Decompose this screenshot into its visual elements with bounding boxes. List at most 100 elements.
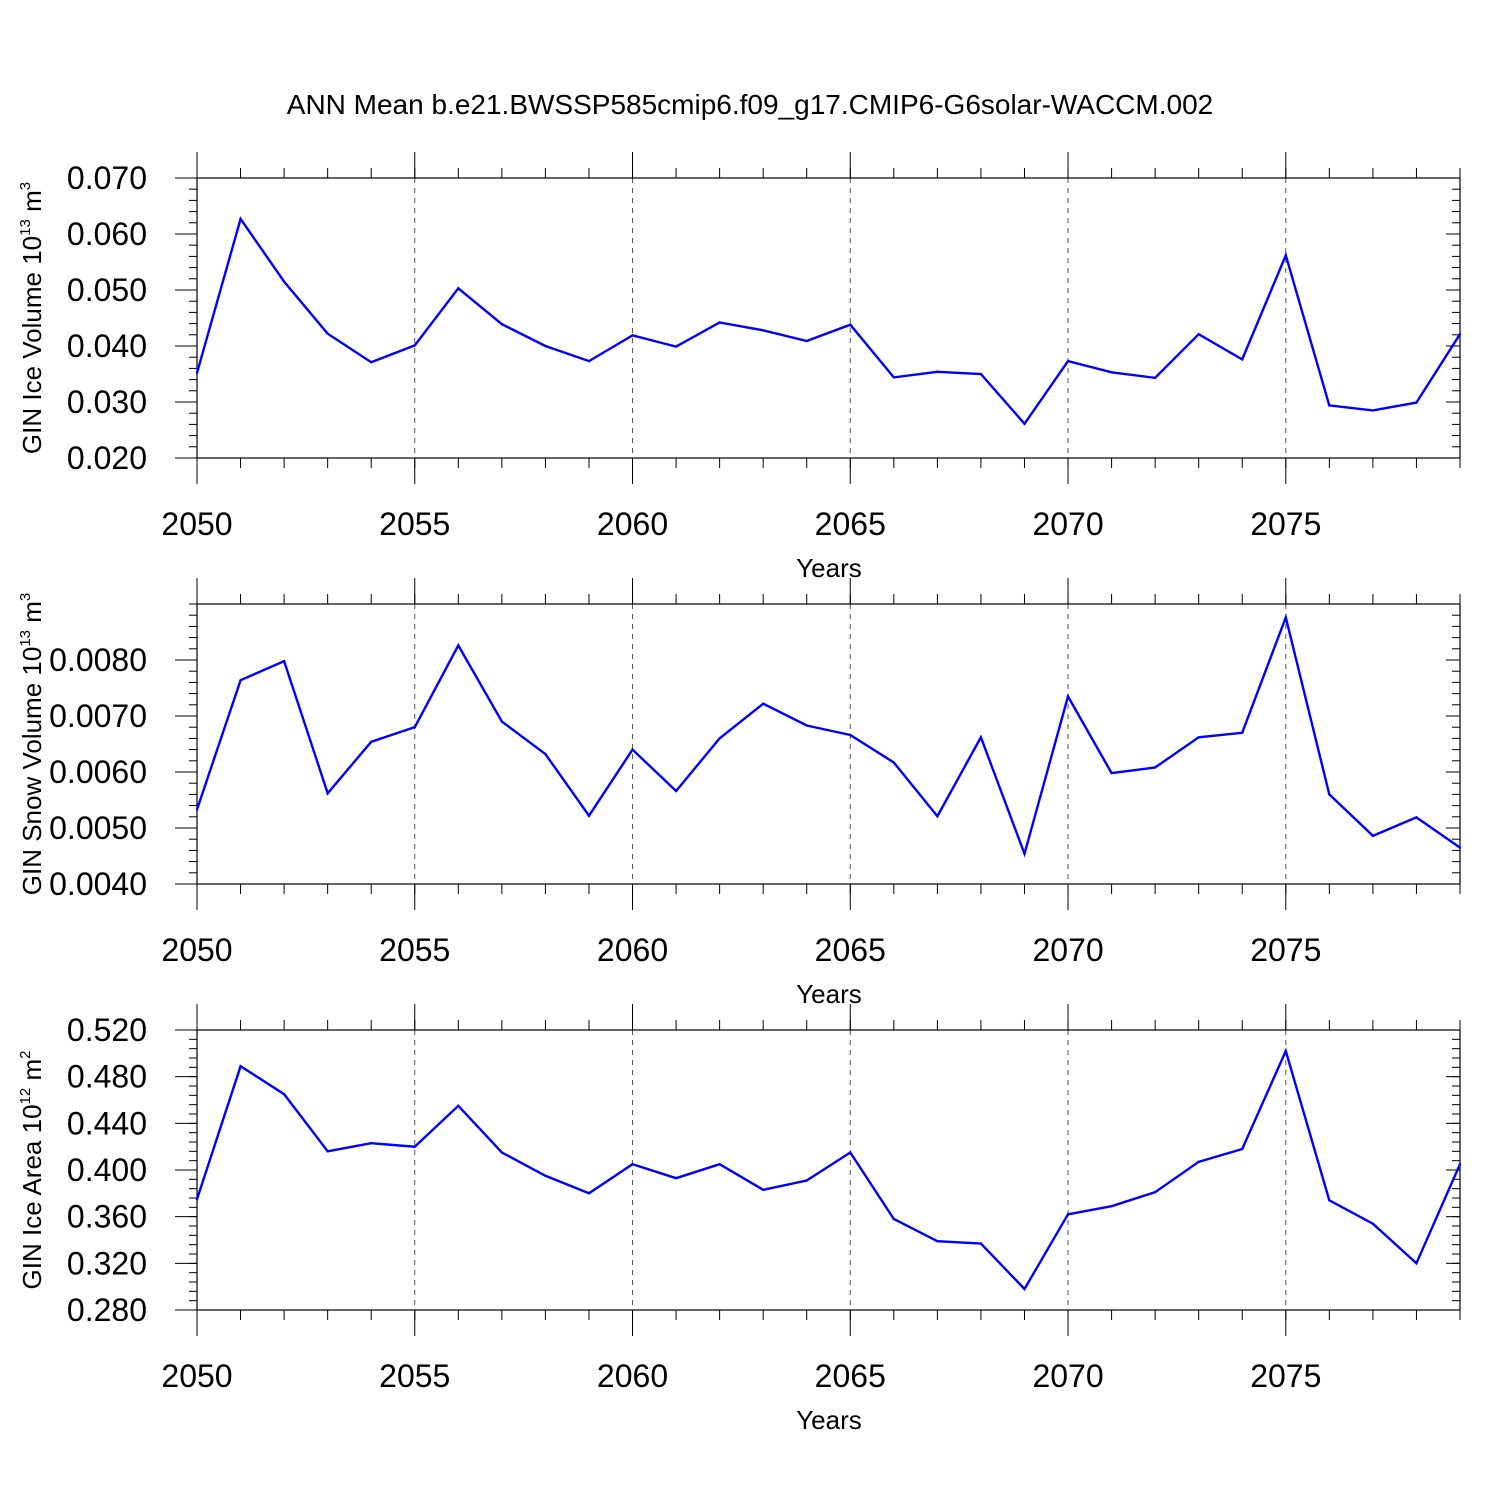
data-point (936, 1239, 939, 1243)
y-axis-label-part: GIN Ice Area 10 (17, 1104, 47, 1289)
data-point (979, 736, 983, 739)
plot-frame (196, 1029, 1461, 1311)
data-point (1197, 333, 1200, 336)
data-point (457, 1104, 460, 1108)
y-axis-label-part: m (17, 1059, 47, 1088)
x-axis-label: Years (796, 1405, 862, 1435)
data-point (326, 332, 329, 335)
data-point (1328, 404, 1331, 407)
chart-title: ANN Mean b.e21.BWSSP585cmip6.f09_g17.CMI… (287, 89, 1213, 120)
data-point (587, 814, 591, 817)
data-point (674, 789, 678, 793)
y-axis-label-superscript: 13 (17, 219, 34, 236)
data-point (1023, 422, 1026, 426)
data-point (1241, 1147, 1244, 1151)
x-axis-label: Years (796, 979, 862, 1009)
x-tick-label: 2050 (161, 506, 232, 542)
data-point (1241, 358, 1244, 361)
x-tick-label: 2070 (1032, 932, 1103, 968)
data-point (500, 720, 504, 723)
data-point (370, 1141, 373, 1145)
data-point (239, 678, 242, 682)
data-point (761, 329, 765, 332)
data-point (195, 808, 199, 811)
data-point (1328, 1199, 1331, 1202)
y-axis-label-superscript: 13 (17, 630, 34, 647)
data-point (1371, 409, 1375, 412)
y-axis-label-superscript: 2 (17, 1051, 34, 1059)
y-tick-label: 0.440 (67, 1105, 147, 1141)
data-point (544, 344, 547, 348)
y-axis-label: GIN Ice Volume 1013 m3 (17, 182, 47, 454)
x-tick-label: 2075 (1250, 932, 1321, 968)
data-point (849, 323, 852, 326)
data-point (195, 371, 199, 375)
x-tick-label: 2060 (597, 506, 668, 542)
data-point (282, 659, 286, 663)
data-point (936, 370, 939, 373)
y-tick-label: 0.280 (67, 1292, 147, 1328)
data-point (892, 376, 896, 379)
x-tick-label: 2060 (597, 932, 668, 968)
data-point (1415, 401, 1418, 404)
data-point (370, 740, 373, 743)
data-point (1415, 816, 1418, 819)
y-axis-label-part: m (17, 190, 47, 219)
data-point (892, 761, 896, 764)
data-point (500, 322, 504, 326)
data-point (544, 1174, 547, 1178)
y-axis-label-superscript: 3 (17, 182, 34, 190)
y-axis-label: GIN Snow Volume 1013 m3 (17, 593, 47, 896)
data-point (1023, 852, 1026, 855)
data-point (1153, 376, 1157, 380)
data-point (457, 287, 460, 290)
y-tick-label: 0.360 (67, 1199, 147, 1235)
y-axis-label-part: GIN Snow Volume 10 (17, 647, 47, 896)
data-point (195, 1197, 199, 1201)
data-point (631, 1162, 634, 1166)
series-line (195, 1047, 1462, 1291)
y-axis-label: GIN Ice Area 1012 m2 (17, 1051, 47, 1290)
data-point (413, 726, 416, 729)
data-point (1371, 834, 1375, 838)
data-point (1284, 616, 1287, 619)
data-point (1241, 731, 1244, 734)
data-point (1284, 254, 1287, 257)
data-point (1110, 1204, 1113, 1208)
data-point (239, 1064, 242, 1068)
y-tick-label: 0.060 (67, 216, 147, 252)
y-tick-label: 0.400 (67, 1152, 147, 1188)
data-point (979, 372, 983, 376)
x-axis-label: Years (796, 553, 862, 583)
data-point (1371, 1222, 1375, 1225)
y-tick-label: 0.0080 (49, 642, 147, 678)
data-point (1153, 766, 1157, 769)
data-point (674, 1176, 678, 1180)
data-point (718, 737, 721, 740)
y-tick-label: 0.0060 (49, 754, 147, 790)
y-axis-label-superscript: 12 (17, 1088, 34, 1105)
data-point (326, 792, 329, 795)
panel-1: 0.020 0.030 0.040 0.050 0.060 0.070 2050 2055 20… (17, 152, 1462, 583)
data-point (631, 748, 634, 751)
data-point (282, 280, 286, 283)
data-point (1066, 695, 1070, 698)
y-axis-label-part: m (17, 601, 47, 630)
data-point (761, 702, 765, 705)
data-point (587, 359, 591, 363)
data-point (718, 321, 721, 324)
data-point (1284, 1049, 1287, 1053)
data-point (544, 752, 547, 756)
data-point (805, 1179, 808, 1182)
x-tick-label: 2065 (815, 1358, 886, 1394)
data-point (413, 344, 416, 347)
data-point (1153, 1190, 1157, 1194)
y-tick-label: 0.070 (67, 160, 147, 196)
data-point (805, 339, 808, 343)
data-point (1328, 793, 1331, 796)
data-point (849, 1151, 852, 1154)
data-point (500, 1151, 504, 1154)
x-tick-label: 2065 (815, 506, 886, 542)
